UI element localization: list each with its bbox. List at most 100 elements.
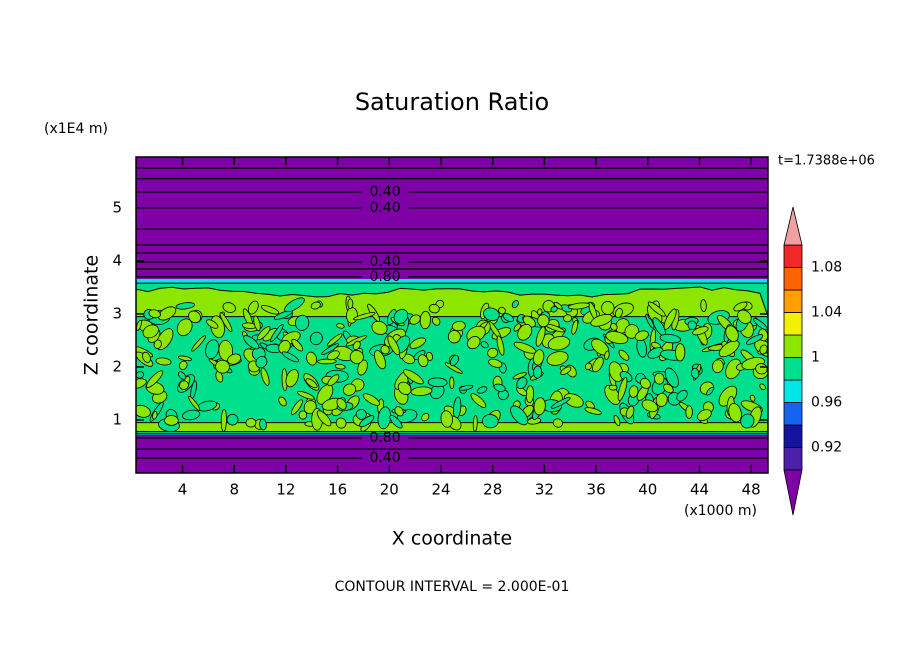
field-blob bbox=[608, 384, 618, 391]
contour-label: 0.80 bbox=[369, 430, 400, 446]
field-blob bbox=[327, 374, 340, 387]
field-blob bbox=[243, 335, 260, 350]
field-blob bbox=[550, 397, 571, 409]
field-blob bbox=[568, 302, 591, 310]
field-blob bbox=[247, 300, 259, 315]
colorbar-box bbox=[783, 267, 803, 291]
field-blob bbox=[746, 334, 764, 345]
field-blob bbox=[655, 392, 668, 407]
field-blob bbox=[676, 389, 688, 402]
field-blob bbox=[421, 413, 430, 422]
time-label: t=1.7388e+06 bbox=[778, 154, 875, 169]
field-blob bbox=[449, 354, 459, 367]
field-blob bbox=[517, 323, 533, 341]
field-blob bbox=[355, 408, 367, 420]
field-blob bbox=[431, 316, 441, 326]
field-blob bbox=[178, 360, 188, 371]
x-tick-label: 48 bbox=[742, 481, 761, 499]
field-blob bbox=[428, 303, 440, 314]
field-blob bbox=[179, 380, 189, 390]
y-unit: (x1E4 m) bbox=[44, 121, 108, 137]
field-blob bbox=[592, 356, 604, 373]
field-blob bbox=[685, 405, 693, 419]
field-blob bbox=[537, 314, 550, 328]
colorbar-tick-label: 0.92 bbox=[811, 440, 842, 456]
field-blob bbox=[226, 413, 239, 426]
field-blob bbox=[176, 318, 193, 337]
field-blob bbox=[136, 378, 147, 390]
field-blob bbox=[410, 386, 433, 396]
field-blob bbox=[444, 362, 463, 374]
field-blob bbox=[136, 404, 151, 418]
field-blob bbox=[291, 338, 304, 352]
field-blob bbox=[278, 396, 287, 407]
field-blob bbox=[610, 323, 618, 331]
colorbar-tick-label: 0.96 bbox=[811, 395, 842, 411]
contour-label: 0.80 bbox=[369, 269, 400, 285]
field-blob bbox=[357, 359, 368, 376]
field-blob bbox=[427, 377, 448, 388]
colorbar-over bbox=[783, 206, 803, 246]
colorbar-box bbox=[783, 334, 803, 358]
field-blob bbox=[440, 410, 453, 428]
colorbar-box bbox=[783, 379, 803, 403]
field-blob bbox=[349, 349, 364, 365]
field-blob bbox=[298, 410, 308, 420]
field-blob bbox=[175, 302, 196, 310]
field-blob bbox=[215, 371, 224, 383]
field-blob bbox=[740, 413, 755, 429]
field-blob bbox=[142, 324, 159, 339]
colorbar-tick-label: 1 bbox=[811, 350, 820, 366]
field-blob bbox=[177, 355, 192, 362]
field-blob bbox=[305, 378, 318, 389]
field-blob bbox=[533, 397, 546, 416]
field-blob bbox=[335, 417, 347, 429]
field-blob bbox=[546, 351, 569, 366]
field-blob bbox=[321, 343, 339, 355]
contour-label: 0.40 bbox=[369, 200, 400, 216]
field-blob bbox=[222, 302, 236, 313]
field-blob bbox=[470, 393, 487, 408]
field-blob bbox=[563, 314, 572, 323]
field-blob bbox=[409, 337, 426, 349]
field-blob bbox=[260, 305, 280, 315]
field bbox=[136, 157, 768, 473]
plot-frame bbox=[135, 156, 769, 474]
x-tick-label: 16 bbox=[328, 481, 347, 499]
field-blob bbox=[706, 386, 715, 396]
field-blob bbox=[336, 323, 345, 329]
field-blob bbox=[297, 390, 315, 400]
field-blob bbox=[605, 331, 629, 344]
colorbar-tick-label: 1.04 bbox=[811, 305, 842, 321]
field-blob bbox=[270, 324, 284, 343]
field-blob bbox=[309, 331, 323, 346]
field-blob bbox=[188, 395, 201, 411]
field-blob bbox=[584, 407, 602, 415]
y-axis-label: Z coordinate bbox=[81, 255, 103, 375]
y-tick-label: 4 bbox=[112, 251, 122, 269]
field-blob bbox=[617, 377, 628, 401]
field-blob bbox=[550, 306, 558, 313]
field-blob bbox=[155, 357, 172, 366]
field-blob bbox=[691, 367, 700, 379]
x-tick-label: 44 bbox=[690, 481, 709, 499]
field-blob bbox=[512, 372, 527, 380]
field-blob bbox=[675, 343, 686, 362]
y-tick-label: 1 bbox=[112, 410, 122, 428]
field-blob bbox=[493, 383, 506, 392]
x-tick-label: 12 bbox=[276, 481, 295, 499]
field-blob bbox=[359, 415, 375, 428]
field-blob bbox=[326, 350, 340, 361]
field-blob bbox=[614, 307, 623, 319]
x-unit: (x1000 m) bbox=[684, 503, 757, 519]
field-blob bbox=[753, 317, 768, 331]
field-blob bbox=[206, 319, 219, 329]
field-blob bbox=[547, 335, 571, 351]
field-blob bbox=[647, 301, 666, 317]
field-blob bbox=[737, 309, 752, 324]
field-blob bbox=[218, 339, 234, 362]
field-blob bbox=[664, 367, 679, 388]
field-blob bbox=[177, 371, 187, 380]
x-tick-label: 24 bbox=[431, 481, 450, 499]
field-blob bbox=[336, 398, 347, 410]
